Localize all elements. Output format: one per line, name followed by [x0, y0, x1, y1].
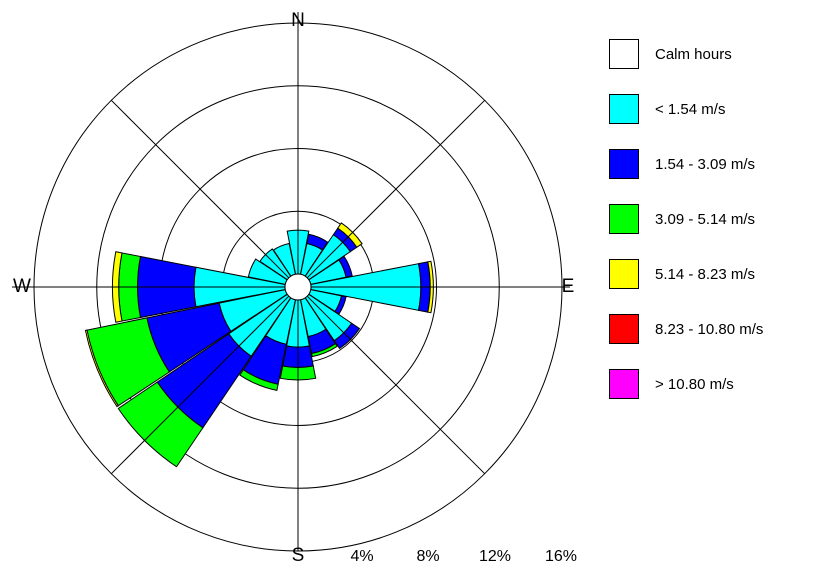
legend-item-bin-5: 8.23 - 10.80 m/s: [609, 313, 763, 345]
spoke-sw: [110, 295, 290, 475]
axis-labels: N E S W 4% 8% 12% 16%: [13, 10, 577, 566]
calm-center: [284, 273, 312, 301]
spoke-ne: [306, 99, 486, 279]
sector-ssw-3-09-5-14-m-s: [239, 369, 279, 392]
ring-label-4: 4%: [350, 548, 373, 565]
ring-label-16: 16%: [545, 548, 577, 565]
legend-item-bin-2: 1.54 - 3.09 m/s: [609, 148, 755, 180]
sector-ese-1-54-3-09-m-s: [334, 295, 347, 315]
legend-swatch: [609, 259, 639, 289]
ring-label-8: 8%: [416, 548, 439, 565]
legend-swatch: [609, 314, 639, 344]
legend-item-bin-1: < 1.54 m/s: [609, 93, 725, 125]
compass-label-n: N: [291, 10, 305, 31]
legend-item-bin-4: 5.14 - 8.23 m/s: [609, 258, 755, 290]
legend-swatch: [609, 94, 639, 124]
grid-overlay: [12, 12, 570, 551]
compass-label-w: W: [13, 276, 31, 297]
legend-swatch: [609, 39, 639, 69]
legend-label: < 1.54 m/s: [655, 100, 726, 118]
sector-sse-3-09-5-14-m-s: [311, 342, 338, 358]
sector-nne-1-54-3-09-m-s: [306, 233, 329, 251]
ring-label-12: 12%: [479, 548, 511, 565]
compass-label-s: S: [292, 545, 305, 566]
legend-swatch: [609, 204, 639, 234]
legend-label: 1.54 - 3.09 m/s: [655, 155, 756, 173]
legend-item-bin-6: > 10.80 m/s: [609, 368, 734, 400]
legend-label: 8.23 - 10.80 m/s: [655, 320, 764, 338]
legend-label: Calm hours: [655, 45, 732, 63]
wind-rose-chart: N E S W 4% 8% 12% 16%: [12, 10, 577, 566]
legend-label: > 10.80 m/s: [655, 375, 734, 393]
sector-ene-1-54-3-09-m-s: [338, 255, 353, 278]
legend-item-calm: Calm hours: [609, 38, 732, 70]
legend-label: 5.14 - 8.23 m/s: [655, 265, 756, 283]
sector-wsw-5-14-8-23-m-s: [84, 329, 119, 408]
spoke-se: [306, 295, 486, 475]
legend-swatch: [609, 149, 639, 179]
legend-swatch: [609, 369, 639, 399]
wind-sectors: [84, 222, 434, 468]
compass-label-e: E: [562, 276, 575, 297]
spoke-nw: [110, 99, 290, 279]
legend-item-bin-3: 3.09 - 5.14 m/s: [609, 203, 755, 235]
legend-label: 3.09 - 5.14 m/s: [655, 210, 756, 228]
